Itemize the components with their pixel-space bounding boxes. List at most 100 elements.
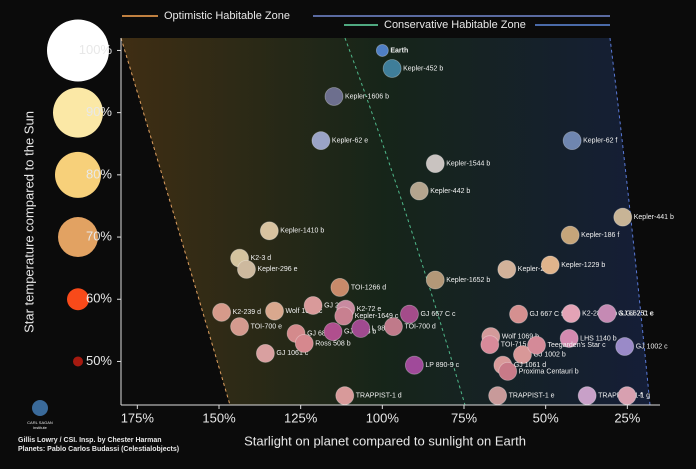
zone-label: Optimistic Habitable Zone (164, 10, 290, 22)
planet-label: -1 g (638, 393, 650, 400)
x-tick-label: 50% (533, 410, 559, 425)
planet (294, 334, 314, 353)
planet-label: Kepler-1544 b (446, 160, 490, 167)
planet (559, 329, 579, 348)
planet-label: TRAPPIST-1 d (356, 393, 402, 400)
star (53, 87, 103, 138)
planet-label: TOI-715 b (501, 342, 532, 349)
planet (513, 345, 532, 365)
planet-label: TRAPPIST-1 e (509, 393, 555, 400)
y-tick-label: 90% (86, 104, 112, 119)
planet-label: GJ 667 C c (420, 311, 456, 318)
planet-label: Kepler-1652 b (446, 277, 490, 284)
planet (230, 317, 249, 337)
y-axis-title: Star temperature compared to the Sun (21, 111, 36, 333)
star (58, 217, 98, 258)
planet-label: K2-288 B b & GJ 251 c (582, 310, 654, 317)
star (47, 19, 109, 82)
planet-label: Kepler-1229 b (561, 262, 605, 269)
planet (400, 304, 419, 324)
planet-label: Wolf 1069 b (502, 333, 539, 340)
x-tick-label: 150% (202, 410, 236, 425)
star (55, 151, 101, 198)
conservative-inner-edge (344, 37, 466, 406)
planet (334, 306, 354, 326)
x-tick-label: 75% (451, 410, 477, 425)
planet (425, 270, 445, 290)
y-tick-label: 70% (86, 228, 112, 243)
x-tick-label: 25% (614, 410, 640, 425)
planet-label: Earth (390, 47, 408, 54)
planet (562, 131, 582, 151)
planet-label: Kepler-441 b (634, 214, 674, 221)
planet (540, 255, 560, 275)
star (73, 356, 83, 367)
planet (509, 304, 528, 324)
planet-label: Kepler-1606 b (345, 93, 389, 100)
planet-label: TOI-700 e (251, 323, 282, 330)
planet-label: GJ 1002 b (533, 351, 565, 358)
planet (560, 225, 580, 245)
logo (32, 400, 48, 416)
planet-label: Kepler-296 f (518, 266, 556, 273)
planet-label: Kepler-1410 b (280, 228, 324, 235)
planet (498, 362, 518, 381)
x-axis-title: Starlight on planet compared to sunlight… (244, 433, 526, 448)
planet (497, 259, 517, 279)
planet-label: TOI-1266 d (351, 284, 386, 291)
planet-label: TOI-700 d (404, 323, 435, 330)
planet (561, 304, 581, 323)
planet (617, 386, 637, 406)
planet (384, 317, 403, 337)
star (67, 288, 89, 311)
y-tick-label: 100% (79, 42, 113, 57)
credit: Gillis Lowry / CSI. Insp. by Chester Har… (18, 437, 162, 444)
planet-label: LHS 1140 b (580, 335, 617, 342)
planet (404, 355, 424, 375)
planet-label: Kepler-296 e (257, 266, 297, 273)
planet-label: Kepler-442 b (430, 188, 470, 195)
x-tick-label: 100% (366, 410, 400, 425)
planet (409, 181, 429, 201)
credit: Planets: Pablo Carlos Budassi (Celestial… (18, 446, 179, 453)
planet (527, 335, 546, 355)
planet-label: GJ 1002 c (636, 343, 668, 350)
planet-label: Kepler-452 b (403, 65, 443, 72)
planet (259, 221, 279, 241)
planet (335, 386, 355, 406)
planet-label: GJ 667 C e (618, 310, 654, 317)
x-tick-label: 175% (121, 410, 155, 425)
planet (255, 343, 275, 363)
planet (382, 59, 402, 78)
planet (212, 302, 232, 322)
planet (323, 322, 343, 342)
planet-label: Teegarden's Star c (548, 342, 607, 349)
planet (330, 278, 350, 297)
y-tick-label: 50% (86, 353, 112, 368)
planet (577, 386, 597, 406)
planet-label: Wolf 1061 c (286, 308, 323, 315)
planet (324, 87, 344, 106)
planet-label: Ross 508 b (315, 340, 351, 347)
optimistic-inner-edge (120, 37, 231, 406)
y-tick-label: 80% (86, 166, 112, 181)
planet-label: K2-3 d (251, 255, 272, 262)
planet-label: GJ 667 C f (530, 311, 564, 318)
planet-label: K2-72 e (357, 306, 382, 313)
planet (311, 131, 331, 151)
zone-label: Conservative Habitable Zone (384, 19, 526, 31)
planet (597, 304, 617, 323)
planet-label: GJ 682 b (307, 330, 336, 337)
planet-label: Kepler-62 f (583, 137, 617, 144)
planet-label: K2-239 d (233, 309, 262, 316)
planet-label: Proxima Centauri b (519, 368, 579, 375)
planet-label: LP 890-9 c (425, 362, 459, 369)
planet-label: GJ 1061 c (276, 350, 308, 357)
planet-label: Kepler-62 e (332, 137, 368, 144)
planet (375, 44, 389, 57)
planet (615, 337, 635, 356)
planet (237, 259, 256, 279)
logo-text: institute (33, 425, 48, 430)
planet (303, 296, 323, 315)
